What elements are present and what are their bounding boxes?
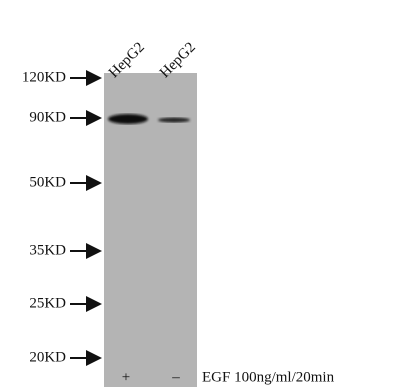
marker-label: 120KD — [22, 69, 66, 85]
treatment-sign: + — [122, 369, 130, 385]
band — [108, 114, 148, 124]
marker-label: 20KD — [29, 349, 66, 365]
western-blot: HepG2 HepG2 120KD 90KD 50KD 35KD 25KD 20… — [0, 0, 406, 387]
background — [0, 0, 406, 387]
treatment-sign: – — [171, 369, 180, 385]
marker-label: 25KD — [29, 295, 66, 311]
marker-label: 50KD — [29, 174, 66, 190]
marker-label: 35KD — [29, 242, 66, 258]
treatment-label: EGF 100ng/ml/20min — [202, 369, 335, 385]
marker-label: 90KD — [29, 109, 66, 125]
band — [158, 118, 190, 123]
